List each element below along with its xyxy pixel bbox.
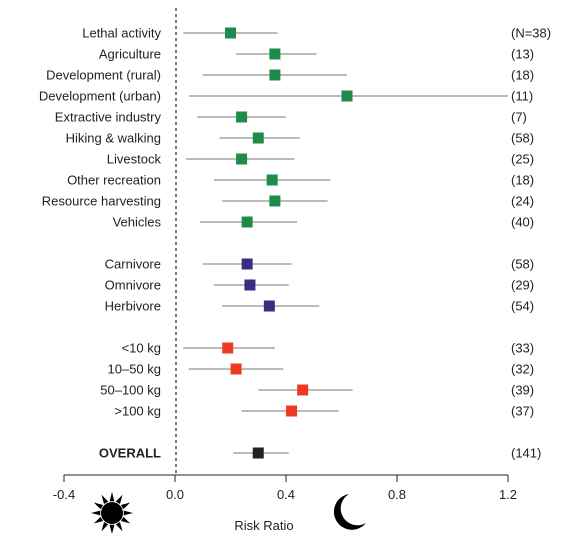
estimate-marker (241, 216, 253, 228)
row-label: Herbivore (105, 299, 161, 314)
sample-size: (37) (511, 404, 534, 419)
row-label: Livestock (107, 152, 162, 167)
forest-row: Extractive industry (7) (55, 110, 527, 125)
estimate-marker (269, 195, 281, 207)
row-label: <10 kg (122, 341, 161, 356)
estimate-marker (225, 27, 236, 39)
row-label: 50–100 kg (100, 383, 161, 398)
sample-size: (13) (511, 47, 534, 62)
estimate-marker (269, 48, 281, 60)
forest-row: >100 kg (37) (114, 404, 534, 419)
estimate-marker (286, 405, 298, 417)
forest-row: Development (urban) (11) (39, 89, 533, 104)
estimate-marker (222, 342, 234, 354)
sample-size: (33) (511, 341, 534, 356)
estimate-marker (241, 258, 253, 270)
sample-size: (58) (511, 257, 534, 272)
estimate-marker (236, 111, 248, 123)
estimate-marker (244, 279, 256, 291)
sample-size: (24) (511, 194, 534, 209)
sample-size: (18) (511, 68, 534, 83)
x-tick-label: -0.4 (53, 487, 75, 502)
forest-row: 50–100 kg (39) (100, 383, 534, 398)
forest-row: <10 kg (33) (122, 341, 535, 356)
row-label: Development (rural) (46, 68, 161, 83)
forest-row: Omnivore (29) (105, 278, 534, 293)
row-label: Development (urban) (39, 89, 161, 104)
x-tick-label: 0.8 (388, 487, 406, 502)
sample-size: (29) (511, 278, 534, 293)
sample-size: (N=38) (511, 26, 551, 41)
row-label: Agriculture (99, 47, 161, 62)
forest-row: Hiking & walking (58) (66, 131, 535, 146)
row-label: >100 kg (114, 404, 161, 419)
sample-size: (40) (511, 215, 534, 230)
row-label: Carnivore (105, 257, 161, 272)
row-label: 10–50 kg (108, 362, 162, 377)
sample-size: (11) (511, 89, 533, 104)
forest-row: Lethal activity (N=38) (82, 26, 551, 41)
forest-row: Resource harvesting (24) (42, 194, 534, 209)
estimate-marker (252, 447, 264, 459)
forest-row: Herbivore (54) (105, 299, 534, 314)
x-axis-ticks: -0.4 0.0 0.4 0.8 1.2 (53, 475, 517, 502)
x-tick-label: 0.0 (166, 487, 184, 502)
sample-size: (18) (511, 173, 534, 188)
row-label: OVERALL (99, 446, 161, 461)
forest-row: Development (rural) (18) (46, 68, 534, 83)
x-tick-label: 1.2 (499, 487, 517, 502)
estimate-marker (230, 363, 242, 375)
row-label: Hiking & walking (66, 131, 161, 146)
x-tick-label: 0.4 (277, 487, 295, 502)
sample-size: (7) (511, 110, 527, 125)
estimate-marker (269, 69, 281, 81)
row-label: Lethal activity (82, 26, 161, 41)
plot-rows: Lethal activity (N=38) Agriculture (13) Deve… (39, 26, 551, 461)
forest-row: 10–50 kg (32) (108, 362, 535, 377)
forest-row: Other recreation (18) (67, 173, 534, 188)
row-label: Vehicles (113, 215, 162, 230)
x-axis-label: Risk Ratio (234, 518, 293, 533)
estimate-marker (266, 174, 278, 186)
row-label: Other recreation (67, 173, 161, 188)
estimate-marker (263, 300, 275, 312)
estimate-marker (236, 153, 248, 165)
sample-size: (32) (511, 362, 534, 377)
sample-size: (58) (511, 131, 534, 146)
row-label: Omnivore (105, 278, 161, 293)
sun-icon (91, 492, 133, 534)
sample-size: (25) (511, 152, 534, 167)
estimate-marker (252, 132, 264, 144)
forest-row: Vehicles (40) (113, 215, 535, 230)
forest-row: OVERALL (141) (99, 446, 541, 461)
sample-size: (54) (511, 299, 534, 314)
sample-size: (141) (511, 446, 541, 461)
forest-row: Agriculture (13) (99, 47, 534, 62)
row-label: Resource harvesting (42, 194, 161, 209)
row-label: Extractive industry (55, 110, 162, 125)
moon-icon (333, 494, 366, 530)
forest-row: Livestock (25) (107, 152, 534, 167)
forest-row: Carnivore (58) (105, 257, 534, 272)
estimate-marker (297, 384, 309, 396)
sample-size: (39) (511, 383, 534, 398)
estimate-marker (341, 90, 353, 102)
